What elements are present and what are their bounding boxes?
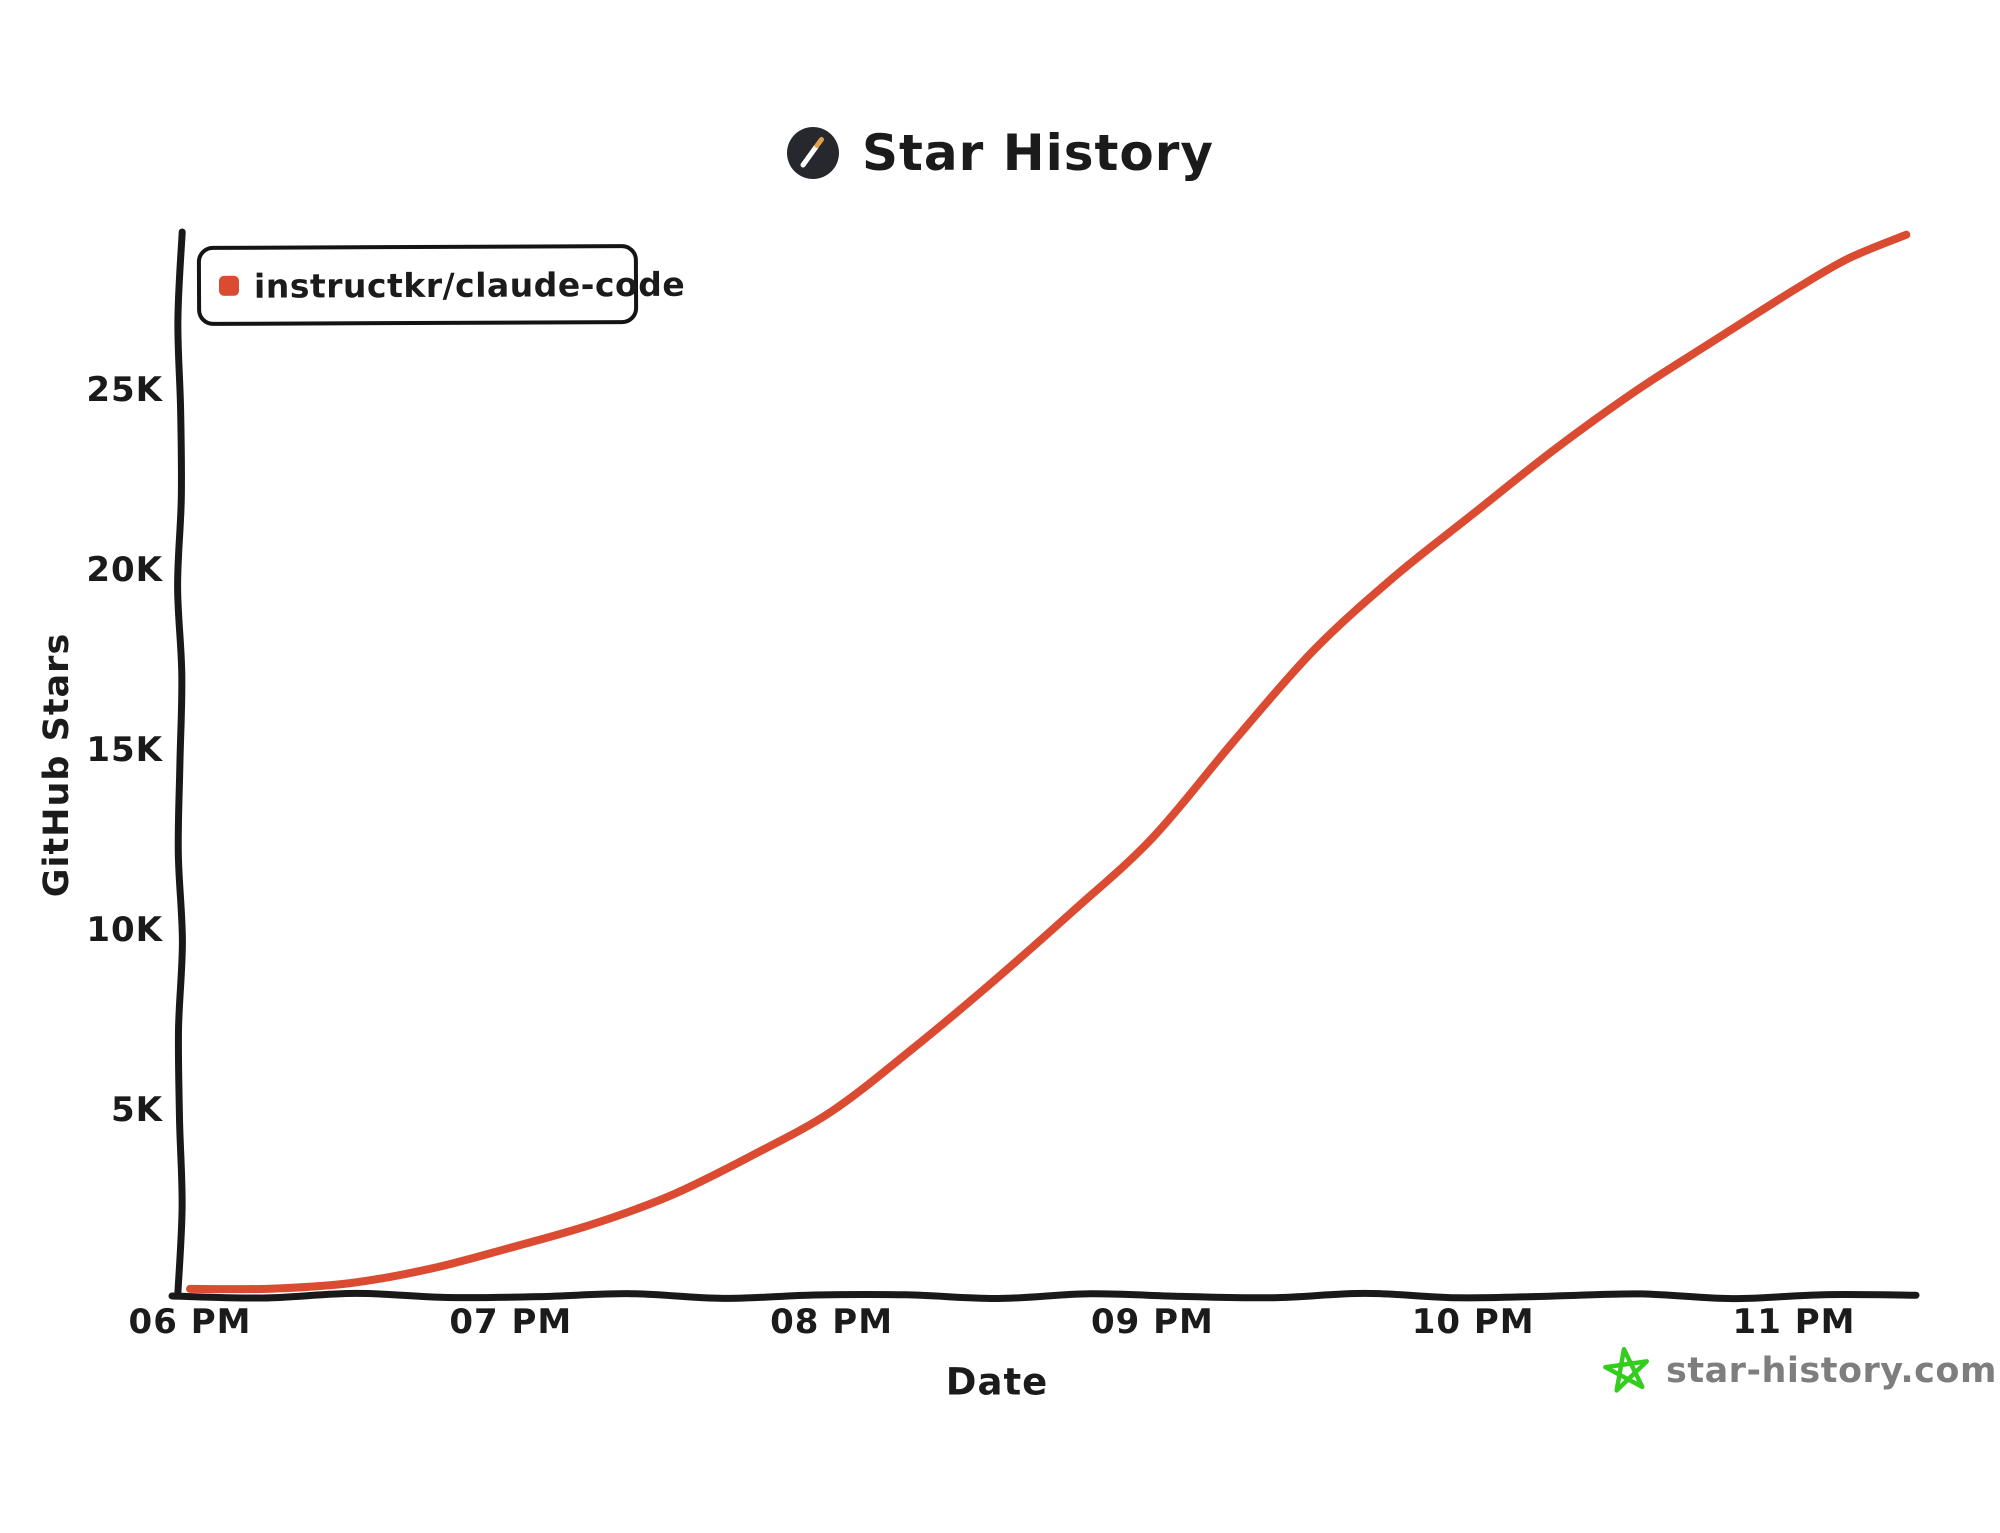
- y-tick-label: 5K: [110, 1090, 163, 1130]
- legend[interactable]: instructkr/claude-code: [196, 244, 685, 326]
- x-tick-label: 10 PM: [1411, 1302, 1535, 1342]
- y-axis-line: [174, 228, 186, 1300]
- watermark-text[interactable]: star-history.com: [1666, 1351, 1997, 1391]
- y-tick-label: 25K: [86, 370, 163, 410]
- star-history-logo-icon: [787, 127, 840, 179]
- star-doodle-icon: [1603, 1347, 1650, 1393]
- x-tick-label: 08 PM: [770, 1302, 894, 1342]
- chart-header: Star History: [0, 124, 2000, 182]
- x-axis-title: Date: [945, 1360, 1049, 1404]
- x-tick-label: 09 PM: [1090, 1302, 1214, 1342]
- chart-title: Star History: [862, 124, 1214, 182]
- y-tick-label: 10K: [86, 910, 163, 950]
- y-tick-label: 20K: [86, 550, 163, 590]
- watermark[interactable]: star-history.com: [1603, 1347, 1997, 1395]
- x-tick-label: 06 PM: [128, 1302, 252, 1342]
- y-axis-title: GitHub Stars: [37, 632, 77, 898]
- legend-swatch: [218, 275, 240, 296]
- x-axis-line: [168, 1289, 1920, 1303]
- x-tick-label: 11 PM: [1732, 1302, 1856, 1342]
- legend-series-label[interactable]: instructkr/claude-code: [253, 264, 686, 306]
- x-tick-label: 07 PM: [449, 1302, 573, 1342]
- y-tick-label: 15K: [86, 730, 163, 770]
- series-line-instructkr-claude-code[interactable]: [186, 230, 1911, 1294]
